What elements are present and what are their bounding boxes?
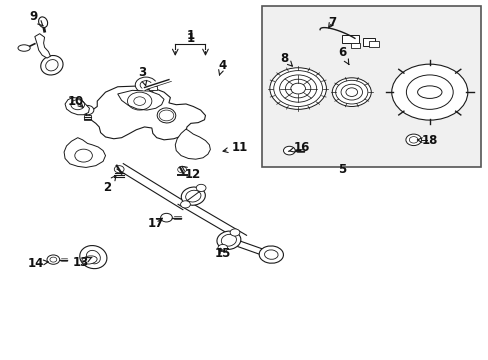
Bar (368, 41, 378, 47)
Circle shape (230, 229, 240, 236)
Ellipse shape (217, 231, 241, 249)
Circle shape (391, 64, 467, 120)
Text: 10: 10 (68, 95, 84, 108)
Text: 12: 12 (182, 166, 201, 181)
Bar (362, 39, 374, 46)
Polygon shape (118, 90, 163, 110)
Circle shape (180, 201, 190, 208)
Bar (341, 36, 358, 42)
Text: 1: 1 (186, 32, 195, 45)
Ellipse shape (81, 256, 97, 264)
Polygon shape (175, 129, 210, 159)
Circle shape (47, 255, 60, 264)
Bar (148, 86, 157, 90)
Ellipse shape (80, 246, 107, 269)
Ellipse shape (18, 45, 30, 51)
Text: 5: 5 (337, 163, 346, 176)
Polygon shape (35, 34, 50, 58)
Polygon shape (89, 86, 205, 140)
Text: 16: 16 (288, 141, 309, 154)
Text: 14: 14 (27, 257, 48, 270)
Ellipse shape (259, 246, 283, 263)
Bar (83, 116, 91, 120)
Circle shape (135, 77, 157, 93)
Text: 1: 1 (186, 29, 195, 42)
Polygon shape (117, 164, 189, 210)
Circle shape (218, 244, 227, 252)
Circle shape (283, 146, 295, 155)
Text: 11: 11 (223, 141, 247, 154)
Text: 13: 13 (73, 256, 92, 269)
Text: 8: 8 (280, 51, 292, 66)
Circle shape (405, 134, 421, 145)
Circle shape (269, 68, 326, 109)
Circle shape (196, 184, 205, 192)
Circle shape (81, 105, 94, 115)
Polygon shape (65, 98, 89, 115)
Polygon shape (64, 138, 105, 167)
Text: 18: 18 (417, 134, 437, 147)
Text: 2: 2 (102, 176, 116, 194)
Polygon shape (178, 199, 246, 241)
Text: 7: 7 (327, 16, 336, 29)
Ellipse shape (157, 108, 175, 123)
Text: 3: 3 (138, 66, 146, 86)
Text: 6: 6 (337, 46, 348, 64)
Bar (261, 6, 480, 167)
Circle shape (160, 213, 172, 222)
Ellipse shape (181, 187, 205, 205)
Circle shape (331, 78, 370, 107)
Text: 4: 4 (218, 59, 226, 75)
Text: 17: 17 (147, 216, 163, 230)
Ellipse shape (39, 17, 47, 27)
Text: 15: 15 (214, 247, 230, 260)
Bar (350, 42, 359, 48)
Ellipse shape (41, 55, 63, 75)
Bar (144, 89, 149, 93)
Text: 9: 9 (30, 10, 43, 26)
